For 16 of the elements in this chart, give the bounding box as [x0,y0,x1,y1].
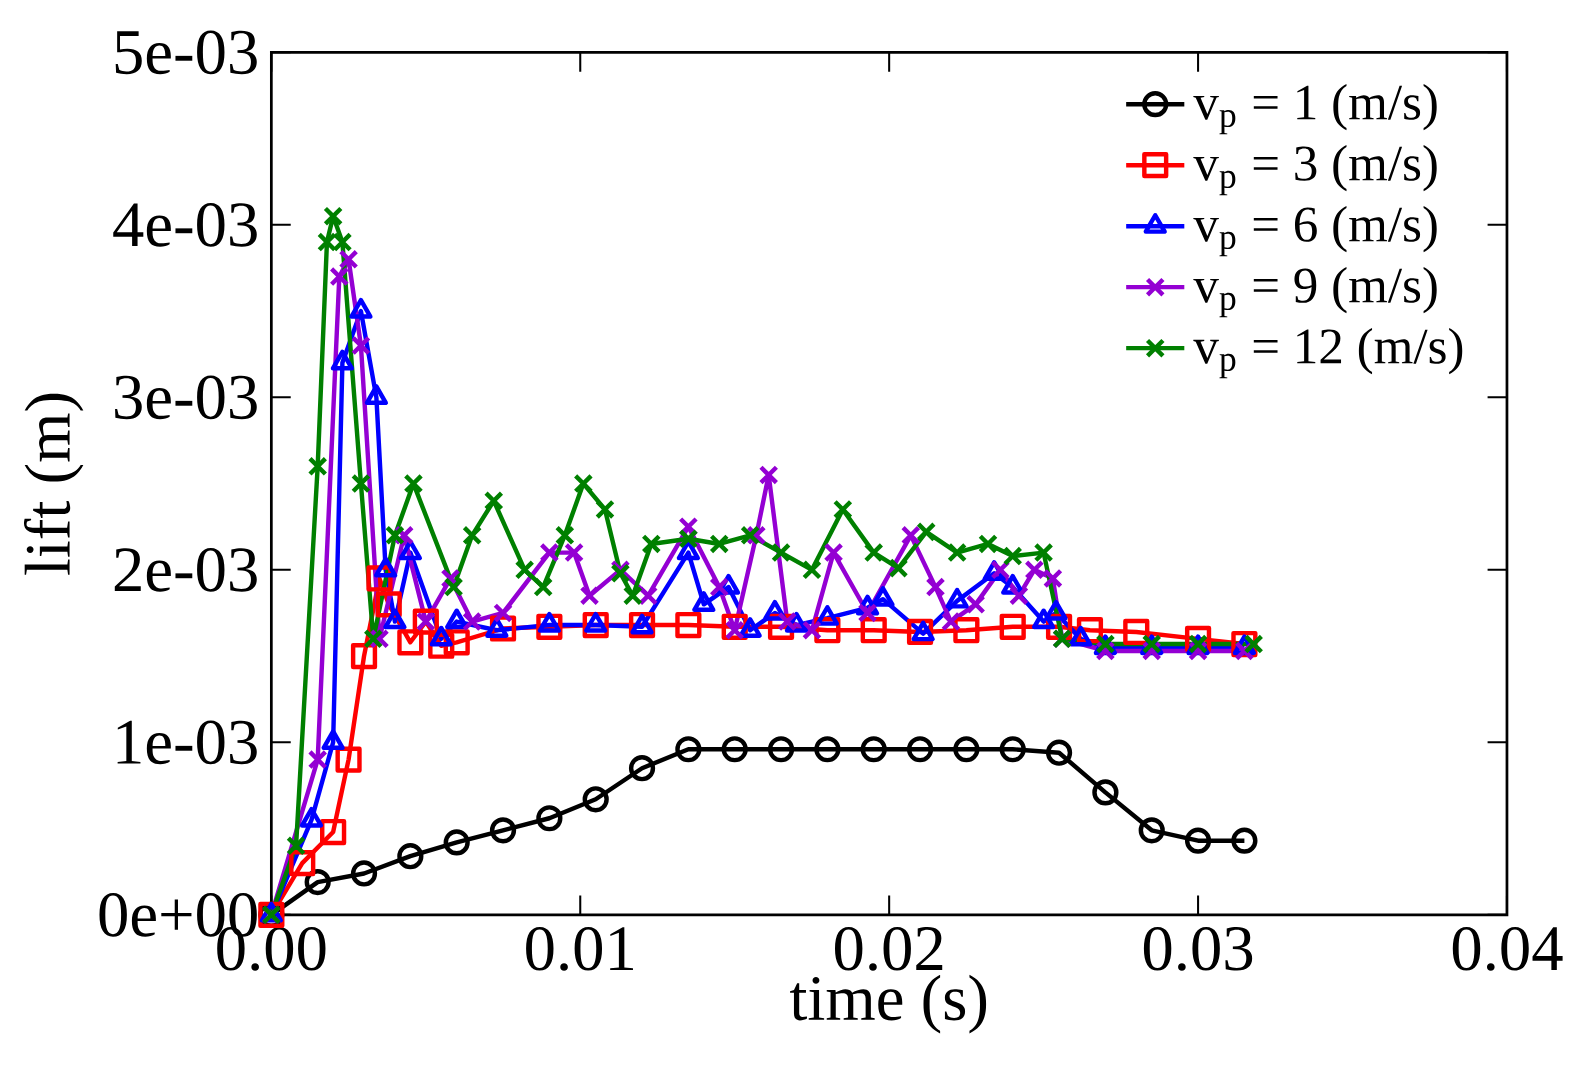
y-tick-label: 2e-03 [114,548,257,592]
legend-label: v$_{p}$ = 1 (m/s) [1193,83,1437,135]
x-tick-label: 0.04 [1452,926,1563,971]
x-tick-label: 0.03 [1143,926,1253,971]
y-tick-label: 3e-03 [115,375,257,420]
x-axis-title: time (s) [790,974,987,1034]
legend-label: v$_{p}$ = 12 (m/s) [1193,327,1463,379]
legend-label: v$_{p}$ = 3 (m/s) [1193,144,1437,196]
x-tick-label: 0.01 [526,926,633,971]
legend-label: v$_{p}$ = 6 (m/s) [1193,205,1437,257]
legend-label: v$_{p}$ = 9 (m/s) [1193,266,1437,318]
y-axis-title: lift (m) [23,393,84,575]
x-tick-label: 0.02 [834,926,943,971]
y-tick-label: 4e-03 [113,203,257,247]
y-tick-label: 5e-03 [115,30,257,75]
y-tick-label: 1e-03 [117,720,257,765]
